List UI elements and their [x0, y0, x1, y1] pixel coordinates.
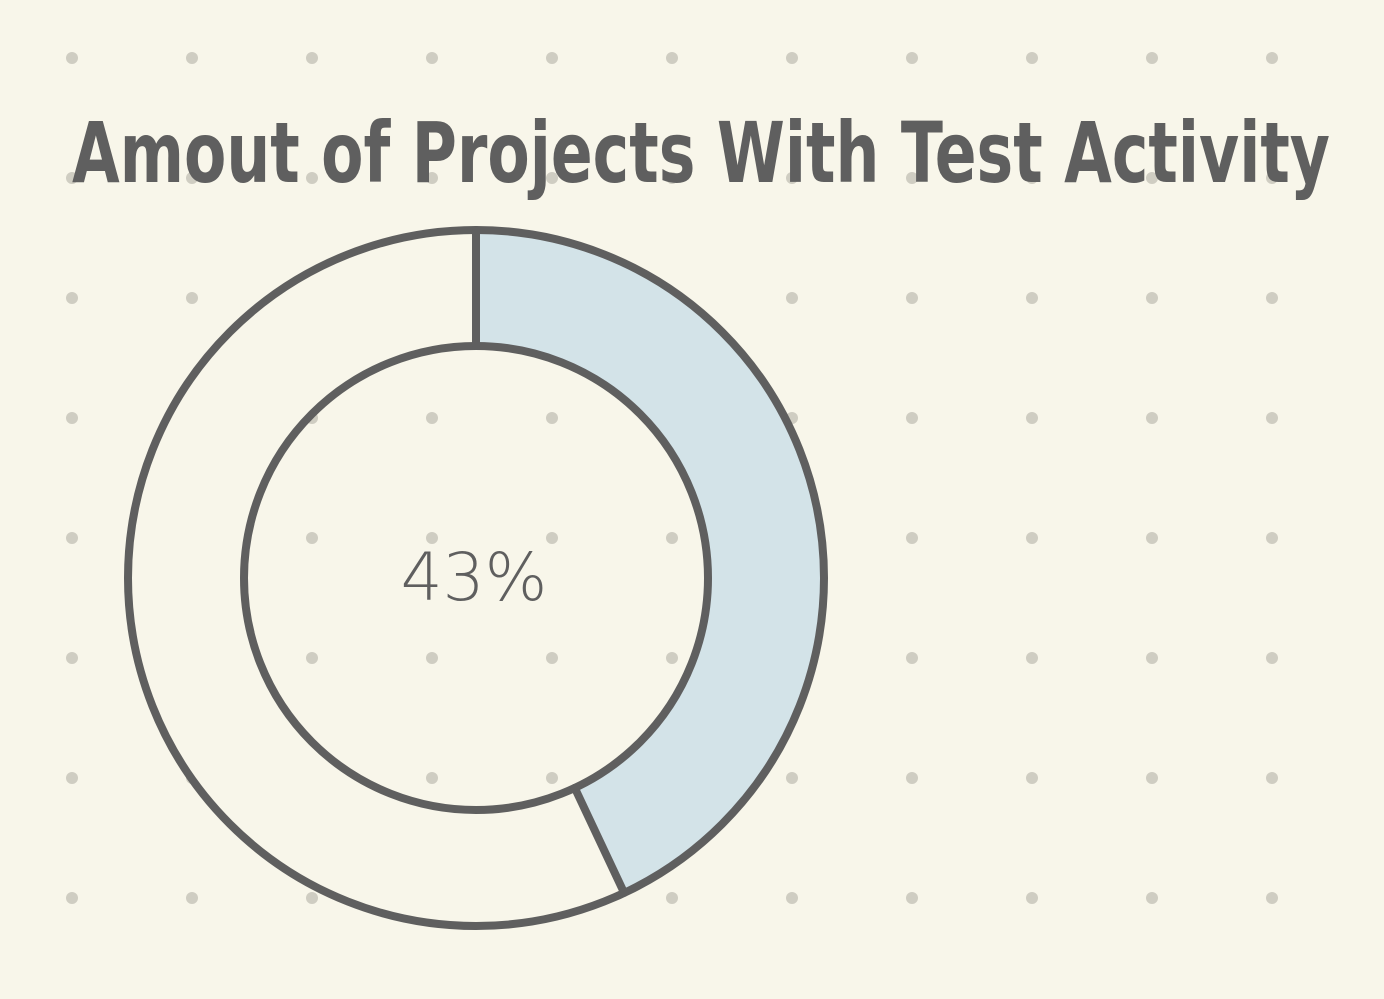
grid-dot: [786, 892, 798, 904]
donut-center-label: 43%: [401, 539, 548, 616]
grid-dot: [906, 772, 918, 784]
donut-chart: [124, 226, 828, 930]
grid-dot: [546, 52, 558, 64]
grid-dot: [426, 172, 438, 184]
grid-dot: [906, 412, 918, 424]
grid-dot: [786, 772, 798, 784]
grid-dot: [186, 892, 198, 904]
chart-title: Amout of Projects With Test Activity: [72, 104, 1330, 202]
grid-dot: [1146, 52, 1158, 64]
grid-dot: [1266, 52, 1278, 64]
grid-dot: [306, 652, 318, 664]
grid-dot: [426, 772, 438, 784]
grid-dot: [426, 412, 438, 424]
grid-dot: [546, 532, 558, 544]
grid-dot: [1146, 172, 1158, 184]
grid-dot: [66, 652, 78, 664]
grid-dot: [1146, 532, 1158, 544]
grid-dot: [186, 292, 198, 304]
grid-dot: [1266, 772, 1278, 784]
grid-dot: [66, 292, 78, 304]
donut-slice-remainder: [128, 230, 625, 926]
grid-dot: [306, 52, 318, 64]
grid-dot: [426, 652, 438, 664]
grid-dot: [906, 52, 918, 64]
grid-dot: [66, 412, 78, 424]
grid-dot: [306, 892, 318, 904]
grid-dot: [1266, 652, 1278, 664]
grid-dot: [666, 532, 678, 544]
grid-dot: [1146, 412, 1158, 424]
grid-dot: [906, 172, 918, 184]
grid-dot: [1026, 412, 1038, 424]
grid-dot: [1026, 292, 1038, 304]
grid-dot: [906, 292, 918, 304]
grid-dot: [1026, 652, 1038, 664]
grid-dot: [1146, 292, 1158, 304]
grid-dot: [546, 652, 558, 664]
grid-dot: [66, 172, 78, 184]
grid-dot: [306, 172, 318, 184]
grid-dot: [1146, 652, 1158, 664]
grid-dot: [666, 652, 678, 664]
grid-dot: [1026, 172, 1038, 184]
grid-dot: [786, 52, 798, 64]
grid-dot: [66, 532, 78, 544]
grid-dot: [66, 52, 78, 64]
grid-dot: [1026, 532, 1038, 544]
grid-dot: [426, 52, 438, 64]
grid-dot: [1026, 52, 1038, 64]
grid-dot: [786, 172, 798, 184]
grid-dot: [906, 532, 918, 544]
grid-dot: [546, 412, 558, 424]
grid-dot: [666, 892, 678, 904]
grid-dot: [786, 292, 798, 304]
grid-dot: [426, 532, 438, 544]
grid-dot: [906, 892, 918, 904]
grid-dot: [1266, 532, 1278, 544]
grid-dot: [306, 532, 318, 544]
grid-dot: [66, 772, 78, 784]
grid-dot: [1026, 772, 1038, 784]
grid-dot: [1146, 772, 1158, 784]
grid-dot: [1266, 892, 1278, 904]
grid-dot: [66, 892, 78, 904]
grid-dot: [546, 172, 558, 184]
grid-dot: [546, 772, 558, 784]
grid-dot: [186, 172, 198, 184]
grid-dot: [1146, 892, 1158, 904]
grid-dot: [1266, 292, 1278, 304]
slice-divider-line: [570, 783, 629, 897]
grid-dot: [1266, 412, 1278, 424]
grid-dot: [666, 52, 678, 64]
donut-slice-highlight: [476, 230, 824, 893]
grid-dot: [1266, 172, 1278, 184]
grid-dot: [1026, 892, 1038, 904]
grid-dot: [906, 652, 918, 664]
grid-dot: [666, 172, 678, 184]
grid-dot: [186, 52, 198, 64]
